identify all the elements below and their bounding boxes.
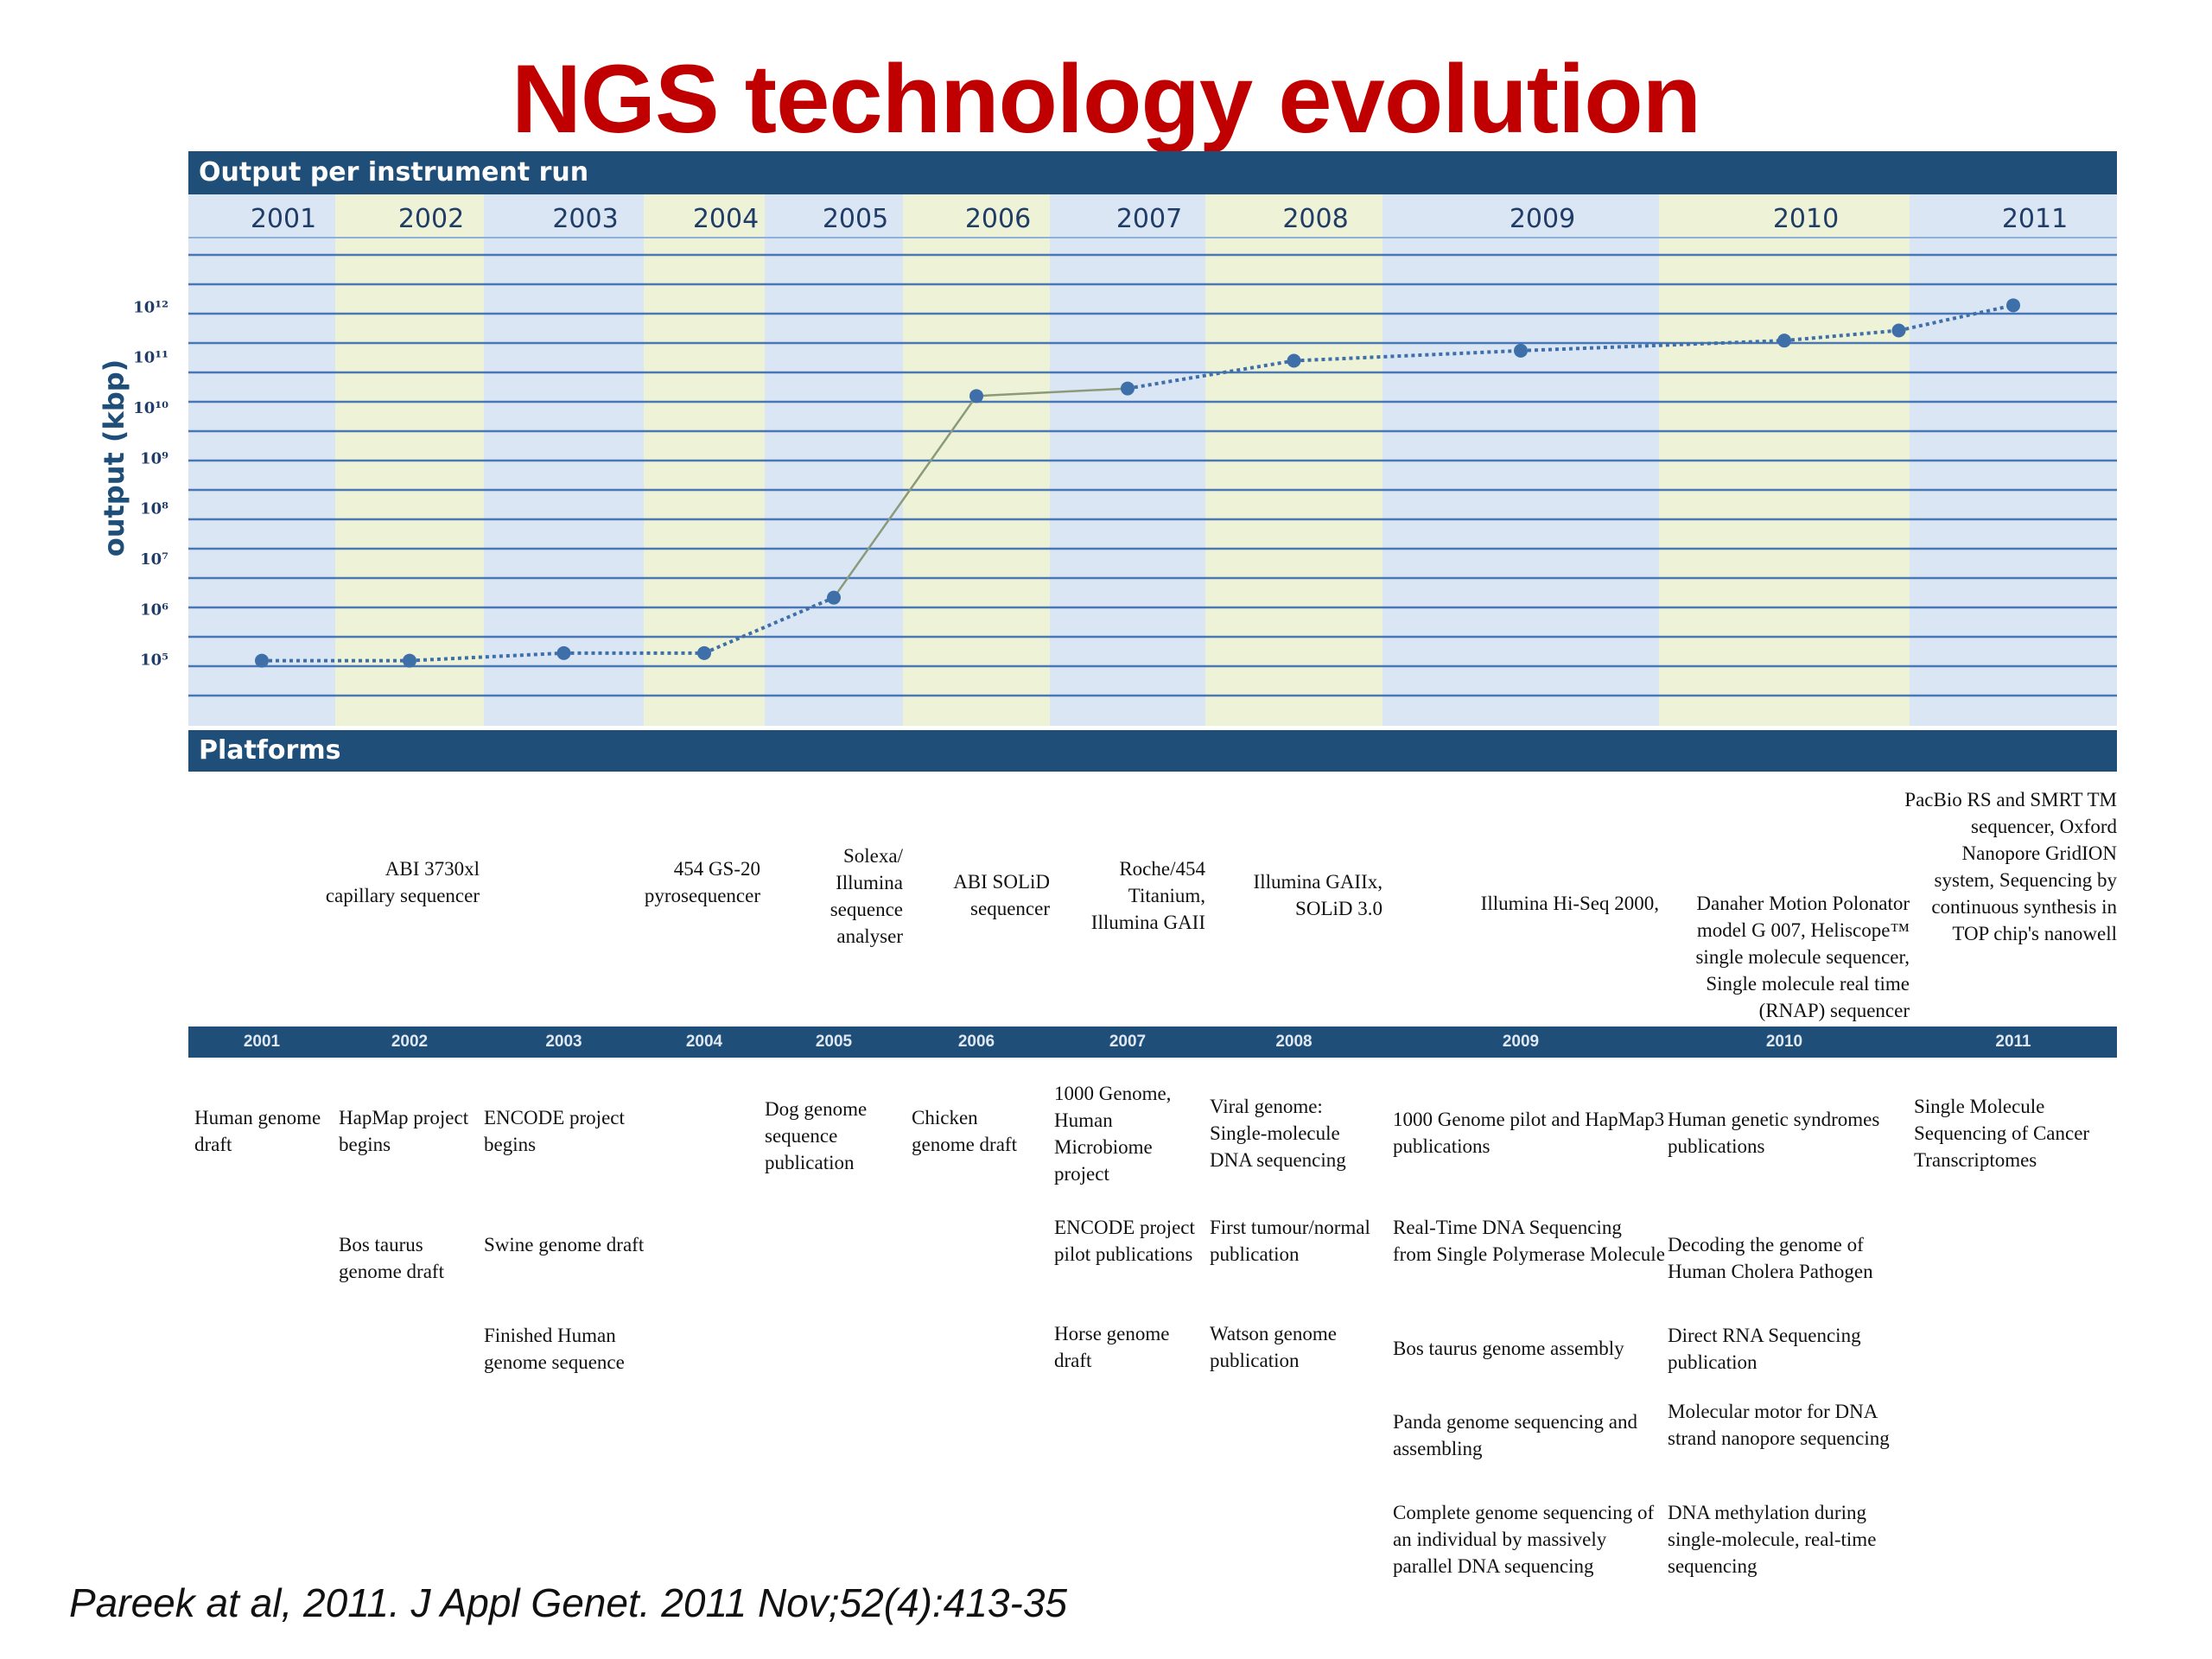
timeline-event: Panda genome sequencing and assembling [1393, 1411, 1637, 1459]
timeline-year: 2010 [1765, 1033, 1803, 1051]
x-tick-label: 2006 [965, 204, 1031, 234]
platform-entry: Roche/454 Titanium, Illumina GAII [1090, 858, 1205, 933]
x-tick-label: 2005 [823, 204, 888, 234]
series-segment [1898, 303, 2014, 333]
platform-entry: Danaher Motion Polonator model G 007, He… [1695, 893, 1910, 1021]
timeline-event: Human genome draft [194, 1107, 321, 1155]
timeline-event: Finished Human genome sequence [484, 1325, 625, 1373]
timeline-event: Real-Time DNA Sequencing from Single Pol… [1393, 1217, 1665, 1265]
x-tick-label: 2010 [1773, 204, 1839, 234]
data-point [827, 590, 841, 605]
series-segment [1294, 348, 1522, 363]
platform-entry: PacBio RS and SMRT TM sequencer, Oxford … [1904, 789, 2117, 944]
platform-entry: ABI 3730xl capillary sequencer [325, 858, 480, 906]
data-point [969, 389, 983, 404]
x-tick-label: 2003 [552, 204, 618, 234]
series-segment [409, 651, 564, 663]
timeline-year: 2008 [1275, 1033, 1313, 1051]
y-tick-label: 10⁶ [140, 601, 168, 619]
timeline-year: 2007 [1109, 1033, 1147, 1051]
timeline-event: Complete genome sequencing of an individ… [1393, 1502, 1655, 1577]
timeline-year: 2006 [957, 1033, 995, 1051]
x-tick-label: 2009 [1510, 204, 1575, 234]
timeline-event: Bos taurus genome draft [339, 1234, 444, 1282]
timeline-year: 2004 [685, 1033, 723, 1051]
data-point [1777, 334, 1791, 348]
x-tick-label: 2011 [2002, 204, 2068, 234]
data-point [1891, 323, 1906, 338]
y-tick-label: 10⁸ [140, 500, 168, 518]
x-tick-label: 2002 [398, 204, 464, 234]
timeline-event: ENCODE project begins [484, 1107, 625, 1155]
timeline-year: 2002 [391, 1033, 429, 1051]
timeline-event: ENCODE project pilot publications [1054, 1217, 1195, 1265]
platform-entry: ABI SOLiD sequencer [953, 871, 1050, 919]
series-segment [832, 395, 978, 599]
series-segment [1520, 339, 1785, 353]
timeline-event: DNA methylation during single-molecule, … [1668, 1502, 1877, 1577]
series-segment [703, 595, 835, 655]
timeline-event: 1000 Genome pilot and HapMap3 publicatio… [1393, 1109, 1665, 1157]
y-tick-label: 10¹⁰ [133, 399, 168, 417]
timeline-event: Single Molecule Sequencing of Cancer Tra… [1914, 1096, 2090, 1171]
platform-entry: Illumina GAIIx, SOLiD 3.0 [1253, 871, 1382, 919]
timeline-event: Bos taurus genome assembly [1393, 1338, 1624, 1359]
data-point [1514, 343, 1528, 358]
platform-entry: Solexa/ Illumina sequence analyser [830, 845, 903, 947]
timeline-event: 1000 Genome, Human Microbiome project [1054, 1083, 1172, 1185]
x-tick-label: 2007 [1116, 204, 1182, 234]
series-segment [1783, 328, 1899, 343]
data-point [2006, 298, 2020, 313]
timeline-event: Chicken genome draft [912, 1107, 1017, 1155]
timeline-year: 2011 [1995, 1033, 2031, 1051]
timeline-year: 2003 [545, 1033, 582, 1051]
timeline-event: Dog genome sequence publication [765, 1098, 868, 1173]
timeline-event: Molecular motor for DNA strand nanopore … [1668, 1401, 1890, 1449]
timeline-event: First tumour/normal publication [1210, 1217, 1370, 1265]
data-point [697, 645, 711, 660]
timeline-event: Viral genome: Single-molecule DNA sequen… [1210, 1096, 1346, 1171]
timeline-event: Direct RNA Sequencing publication [1668, 1325, 1861, 1373]
timeline-event: Human genetic syndromes publications [1668, 1109, 1880, 1157]
data-point [556, 645, 571, 660]
x-tick-label: 2004 [693, 204, 759, 234]
platform-entry: 454 GS-20 pyrosequencer [644, 858, 760, 906]
timeline-year: 2001 [243, 1033, 281, 1051]
platform-entry: Illumina Hi-Seq 2000, [1480, 893, 1659, 914]
timeline-year-bar: 2001 2002 2003 2004 2005 2006 2007 2008 2009 2010… [188, 1027, 2117, 1058]
timeline-event: Swine genome draft [484, 1234, 645, 1255]
y-axis-label: output (kbp) [98, 359, 130, 557]
series-segment [1127, 359, 1294, 391]
data-point [403, 653, 416, 668]
output-banner: Output per instrument run [188, 151, 2117, 194]
timeline-event: HapMap project begins [339, 1107, 469, 1155]
slide-title: NGS technology evolution [511, 45, 1701, 153]
citation: Pareek at al, 2011. J Appl Genet. 2011 N… [69, 1580, 1067, 1625]
data-point [1121, 381, 1135, 396]
timeline-event: Horse genome draft [1054, 1323, 1170, 1371]
data-point [255, 653, 269, 668]
x-tick-label: 2001 [251, 204, 316, 234]
timeline-event: Watson genome publication [1210, 1323, 1337, 1371]
series-segment [976, 387, 1128, 397]
timeline-year: 2005 [815, 1033, 853, 1051]
y-tick-label: 10⁹ [140, 449, 168, 467]
timeline-event: Decoding the genome of Human Cholera Pat… [1668, 1234, 1873, 1282]
data-point [1287, 353, 1301, 368]
y-tick-label: 10¹¹ [133, 349, 168, 367]
y-tick-label: 10⁵ [140, 652, 168, 670]
platforms-banner: Platforms [188, 730, 2117, 772]
timeline-year: 2009 [1502, 1033, 1540, 1051]
x-tick-label: 2008 [1282, 204, 1348, 234]
y-tick-label: 10¹² [133, 298, 168, 316]
y-tick-label: 10⁷ [140, 550, 168, 569]
